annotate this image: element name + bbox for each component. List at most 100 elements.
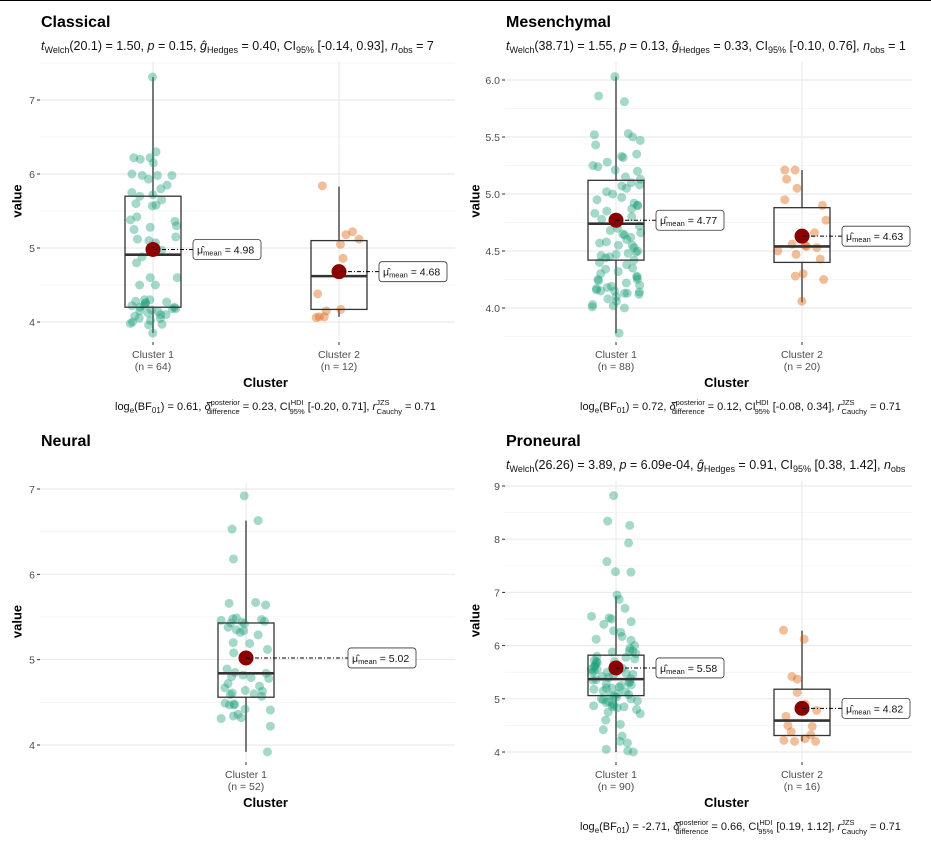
data-point [773, 246, 783, 256]
data-point [819, 275, 829, 284]
y-axis-label: value [9, 184, 24, 217]
x-tick-label: Cluster 2 [318, 349, 360, 361]
data-point [162, 297, 172, 307]
data-point [146, 316, 156, 326]
mean-label: μ̂mean = 4.98 [197, 244, 254, 257]
data-point [171, 232, 181, 242]
data-point [598, 686, 608, 696]
y-tick-label: 5.5 [485, 132, 500, 144]
data-point [781, 711, 791, 721]
data-point [632, 149, 642, 159]
data-point [253, 630, 263, 640]
data-point [610, 72, 620, 82]
data-point [612, 590, 622, 600]
data-point [606, 281, 616, 291]
data-point [157, 195, 167, 205]
data-point [601, 264, 611, 274]
data-point [262, 644, 272, 654]
data-point [799, 634, 809, 644]
mean-label-box [841, 697, 911, 719]
data-point [231, 613, 241, 623]
data-point [619, 303, 629, 313]
data-point [620, 603, 630, 613]
data-point [167, 304, 177, 314]
y-axis-label: value [467, 604, 482, 637]
y-tick-label: 7 [29, 484, 35, 496]
data-point [623, 746, 633, 756]
data-point [811, 736, 821, 746]
data-point [152, 170, 162, 180]
data-point [321, 306, 331, 316]
x-tick-n-label: (n = 20) [784, 361, 820, 373]
data-point [156, 310, 166, 320]
data-point [236, 713, 246, 723]
data-point [161, 310, 171, 320]
data-point [594, 91, 604, 101]
data-point [780, 165, 790, 175]
data-point [787, 671, 797, 681]
data-point [619, 230, 629, 240]
data-point [228, 614, 238, 624]
data-point [627, 212, 637, 222]
data-point [631, 649, 641, 659]
y-axis-label: value [9, 605, 24, 638]
data-point [240, 704, 250, 714]
data-point [800, 734, 810, 744]
data-point [615, 736, 625, 746]
y-axis-label: value [467, 184, 482, 217]
mean-label: μ̂mean = 5.02 [352, 653, 409, 666]
y-tick-label: 8 [494, 534, 500, 546]
data-point [602, 206, 612, 216]
data-point [632, 704, 642, 714]
x-tick-label: Cluster 2 [781, 349, 823, 361]
data-point [589, 662, 599, 672]
data-point [779, 735, 789, 745]
panel-proneural: Proneural tWelch(26.26) = 3.89, p = 6.09e… [467, 433, 912, 836]
data-point [625, 520, 635, 530]
data-point [792, 183, 802, 193]
data-point [616, 681, 626, 690]
data-point [172, 273, 182, 283]
y-tick-label: 4.5 [485, 246, 500, 258]
data-point [817, 200, 827, 210]
x-tick-label: Cluster 1 [595, 769, 637, 781]
mean-label-box [347, 647, 417, 669]
mean-label: μ̂mean = 4.82 [846, 703, 903, 716]
data-point [129, 225, 139, 234]
data-point [592, 195, 602, 205]
data-point [790, 271, 800, 281]
data-point [628, 132, 638, 142]
data-point [147, 201, 157, 211]
data-point [594, 257, 604, 267]
y-tick-label: 6 [29, 569, 35, 581]
data-point [151, 200, 161, 210]
data-point [145, 222, 155, 232]
data-point [618, 229, 628, 239]
y-tick-label: 7 [494, 587, 500, 599]
data-point [171, 304, 181, 314]
data-point [798, 269, 808, 279]
data-point [619, 97, 629, 107]
data-point [626, 694, 636, 704]
data-point [229, 700, 239, 710]
x-tick-n-label: (n = 90) [598, 781, 634, 793]
x-tick-n-label: (n = 12) [321, 361, 357, 373]
data-point [229, 648, 239, 658]
data-point [596, 251, 606, 261]
data-point [778, 625, 788, 635]
data-point [246, 673, 256, 683]
data-point [621, 278, 631, 288]
data-point [239, 619, 249, 629]
data-point [591, 634, 601, 644]
mean-label-box [655, 657, 725, 679]
box-iqr [773, 207, 831, 264]
data-point [632, 696, 642, 706]
data-point [633, 246, 643, 256]
data-point [610, 286, 620, 296]
data-point [255, 681, 265, 691]
data-point [216, 714, 226, 724]
data-point [616, 627, 626, 637]
data-point [313, 289, 323, 299]
data-point [809, 228, 819, 238]
data-point [598, 695, 608, 705]
